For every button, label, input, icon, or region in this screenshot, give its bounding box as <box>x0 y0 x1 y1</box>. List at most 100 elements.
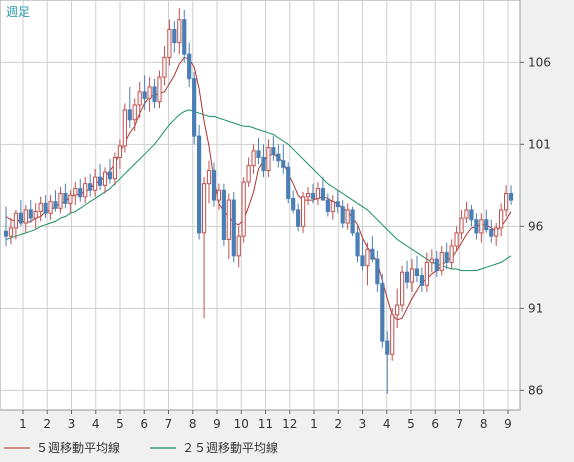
x-tick-label: 9 <box>213 417 221 431</box>
candle-body <box>236 235 241 257</box>
candle-body <box>8 227 14 237</box>
candle <box>8 218 14 245</box>
candle <box>112 152 118 186</box>
candle-body <box>464 209 469 219</box>
candle-body <box>375 258 380 285</box>
candle <box>18 200 23 227</box>
candle <box>286 162 291 204</box>
candle <box>434 250 439 278</box>
candle-body <box>479 219 484 234</box>
candle <box>380 273 385 348</box>
candle-body <box>296 209 301 227</box>
candle <box>172 21 177 53</box>
candle-body <box>271 147 276 155</box>
x-tick-label: 1 <box>310 417 318 431</box>
candle <box>177 8 182 55</box>
candle <box>261 144 266 178</box>
candle <box>53 190 58 212</box>
candle-body <box>197 135 202 234</box>
candle <box>320 177 325 201</box>
x-tick-label: 3 <box>359 417 367 431</box>
candle <box>216 183 222 210</box>
candle <box>3 206 9 246</box>
candle <box>335 190 340 214</box>
x-tick-label: 10 <box>234 417 249 431</box>
candle-body <box>335 201 340 208</box>
x-tick-label: 2 <box>334 417 342 431</box>
candle <box>271 136 276 161</box>
candle-body <box>345 209 350 224</box>
candle-body <box>508 193 514 201</box>
candle <box>107 159 113 184</box>
candle <box>464 201 469 224</box>
candle-body <box>97 176 103 186</box>
candle <box>206 160 212 204</box>
candle-body <box>261 156 266 172</box>
candle <box>167 19 172 66</box>
candle <box>494 223 499 246</box>
candle-body <box>226 199 231 240</box>
candle-body <box>107 171 113 180</box>
candle-body <box>122 109 127 147</box>
candle <box>300 191 306 233</box>
candle-body <box>365 248 370 267</box>
candle <box>474 213 479 240</box>
candle <box>142 75 147 110</box>
grid-lines <box>0 0 520 410</box>
legend: ５週移動平均線 ２５週移動平均線 <box>4 440 278 455</box>
candle-body <box>187 53 192 80</box>
candle <box>117 139 122 169</box>
candle-body <box>454 232 459 247</box>
candle-body <box>419 275 425 286</box>
candle <box>187 42 192 87</box>
candle-body <box>320 188 325 201</box>
period-label: 週足 <box>6 5 30 19</box>
candle-body <box>28 209 33 219</box>
candle-body <box>315 188 321 199</box>
candle <box>375 250 380 292</box>
candle-body <box>157 76 162 103</box>
x-tick-label: 5 <box>407 417 415 431</box>
legend-ma5-label: ５週移動平均線 <box>36 440 120 455</box>
candle <box>390 308 395 361</box>
candle-body <box>429 258 434 263</box>
candle <box>137 82 142 119</box>
candle-body <box>43 202 48 214</box>
x-tick-label: 3 <box>68 417 76 431</box>
candle <box>409 259 415 292</box>
plot-area <box>0 0 521 411</box>
candle-body <box>444 252 449 263</box>
x-tick-label: 4 <box>92 417 100 431</box>
candle <box>73 182 78 205</box>
x-axis-ticks: 1 2 3 4 5 6 7 8 9 10 11 12 1 2 3 4 5 6 7 8 9 <box>19 410 512 431</box>
y-tick-label: 96 <box>528 219 543 233</box>
legend-ma25-label: ２５週移動平均線 <box>182 440 278 455</box>
y-tick-label: 101 <box>528 137 551 151</box>
candle-body <box>459 217 464 234</box>
candle-body <box>409 268 415 283</box>
candle <box>499 203 504 237</box>
candle <box>365 242 370 286</box>
candle-body <box>201 183 207 234</box>
candle-body <box>152 86 157 103</box>
candle-body <box>13 212 19 229</box>
candle-body <box>390 314 395 355</box>
y-tick-label: 86 <box>528 383 543 397</box>
x-tick-label: 9 <box>504 417 512 431</box>
candle <box>241 177 246 243</box>
candle <box>400 265 405 312</box>
candle-body <box>53 201 58 209</box>
candle-body <box>499 209 504 229</box>
candle <box>102 167 108 194</box>
candle <box>370 236 375 263</box>
candle-body <box>182 19 187 55</box>
candle <box>201 177 207 319</box>
candle-body <box>291 197 296 211</box>
candle <box>345 203 350 230</box>
candle <box>122 103 127 153</box>
candle <box>479 213 484 243</box>
candle <box>256 137 261 164</box>
candle-body <box>221 189 226 240</box>
candle-body <box>404 271 410 283</box>
candle-body <box>73 188 78 196</box>
